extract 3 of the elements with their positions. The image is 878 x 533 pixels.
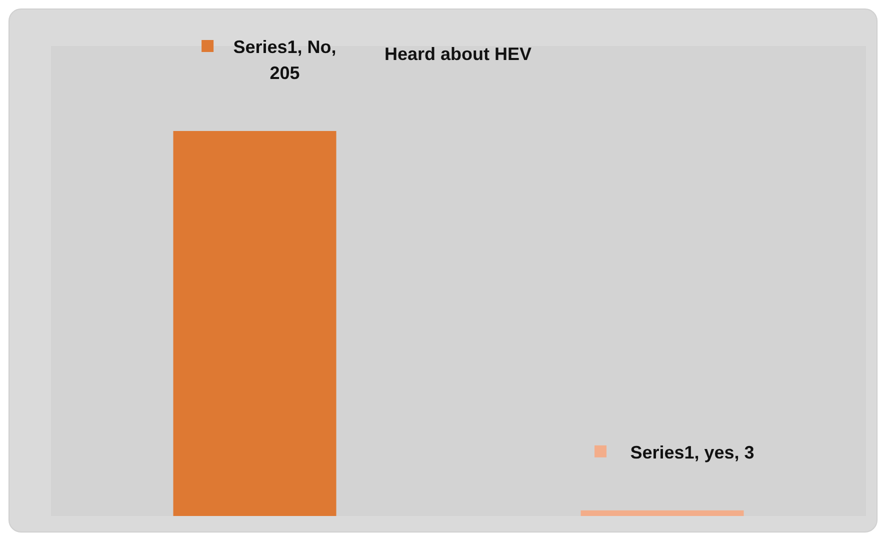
data-label: Series1, yes, 3 bbox=[630, 442, 754, 462]
chart-title: Heard about HEV bbox=[384, 44, 532, 64]
data-label: Series1, No, 205 bbox=[233, 37, 336, 83]
